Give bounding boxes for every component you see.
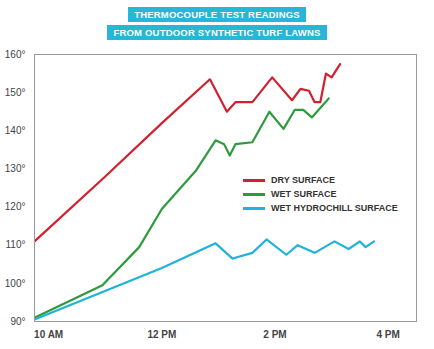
svg-text:160°: 160° bbox=[5, 49, 26, 60]
svg-text:100°: 100° bbox=[5, 278, 26, 289]
html-text:WET HYDROCHILL SURFACE: WET HYDROCHILL SURFACE bbox=[271, 203, 398, 213]
svg-text:10 AM: 10 AM bbox=[34, 329, 63, 340]
html-text:WET SURFACE: WET SURFACE bbox=[271, 189, 337, 199]
svg-text:90°: 90° bbox=[10, 316, 25, 327]
html-text:FROM OUTDOOR SYNTHETIC TURF LA: FROM OUTDOOR SYNTHETIC TURF LAWNS bbox=[113, 27, 321, 38]
svg-text:140°: 140° bbox=[5, 125, 26, 136]
html-text:THERMOCOUPLE TEST READINGS: THERMOCOUPLE TEST READINGS bbox=[134, 9, 300, 20]
svg-text:120°: 120° bbox=[5, 201, 26, 212]
svg-text:4 PM: 4 PM bbox=[377, 329, 400, 340]
svg-text:2 PM: 2 PM bbox=[263, 329, 286, 340]
html-text:DRY SURFACE: DRY SURFACE bbox=[271, 175, 335, 185]
svg-text:130°: 130° bbox=[5, 163, 26, 174]
svg-text:110°: 110° bbox=[6, 239, 26, 250]
svg-text:150°: 150° bbox=[5, 87, 26, 98]
svg-text:12 PM: 12 PM bbox=[147, 329, 176, 340]
